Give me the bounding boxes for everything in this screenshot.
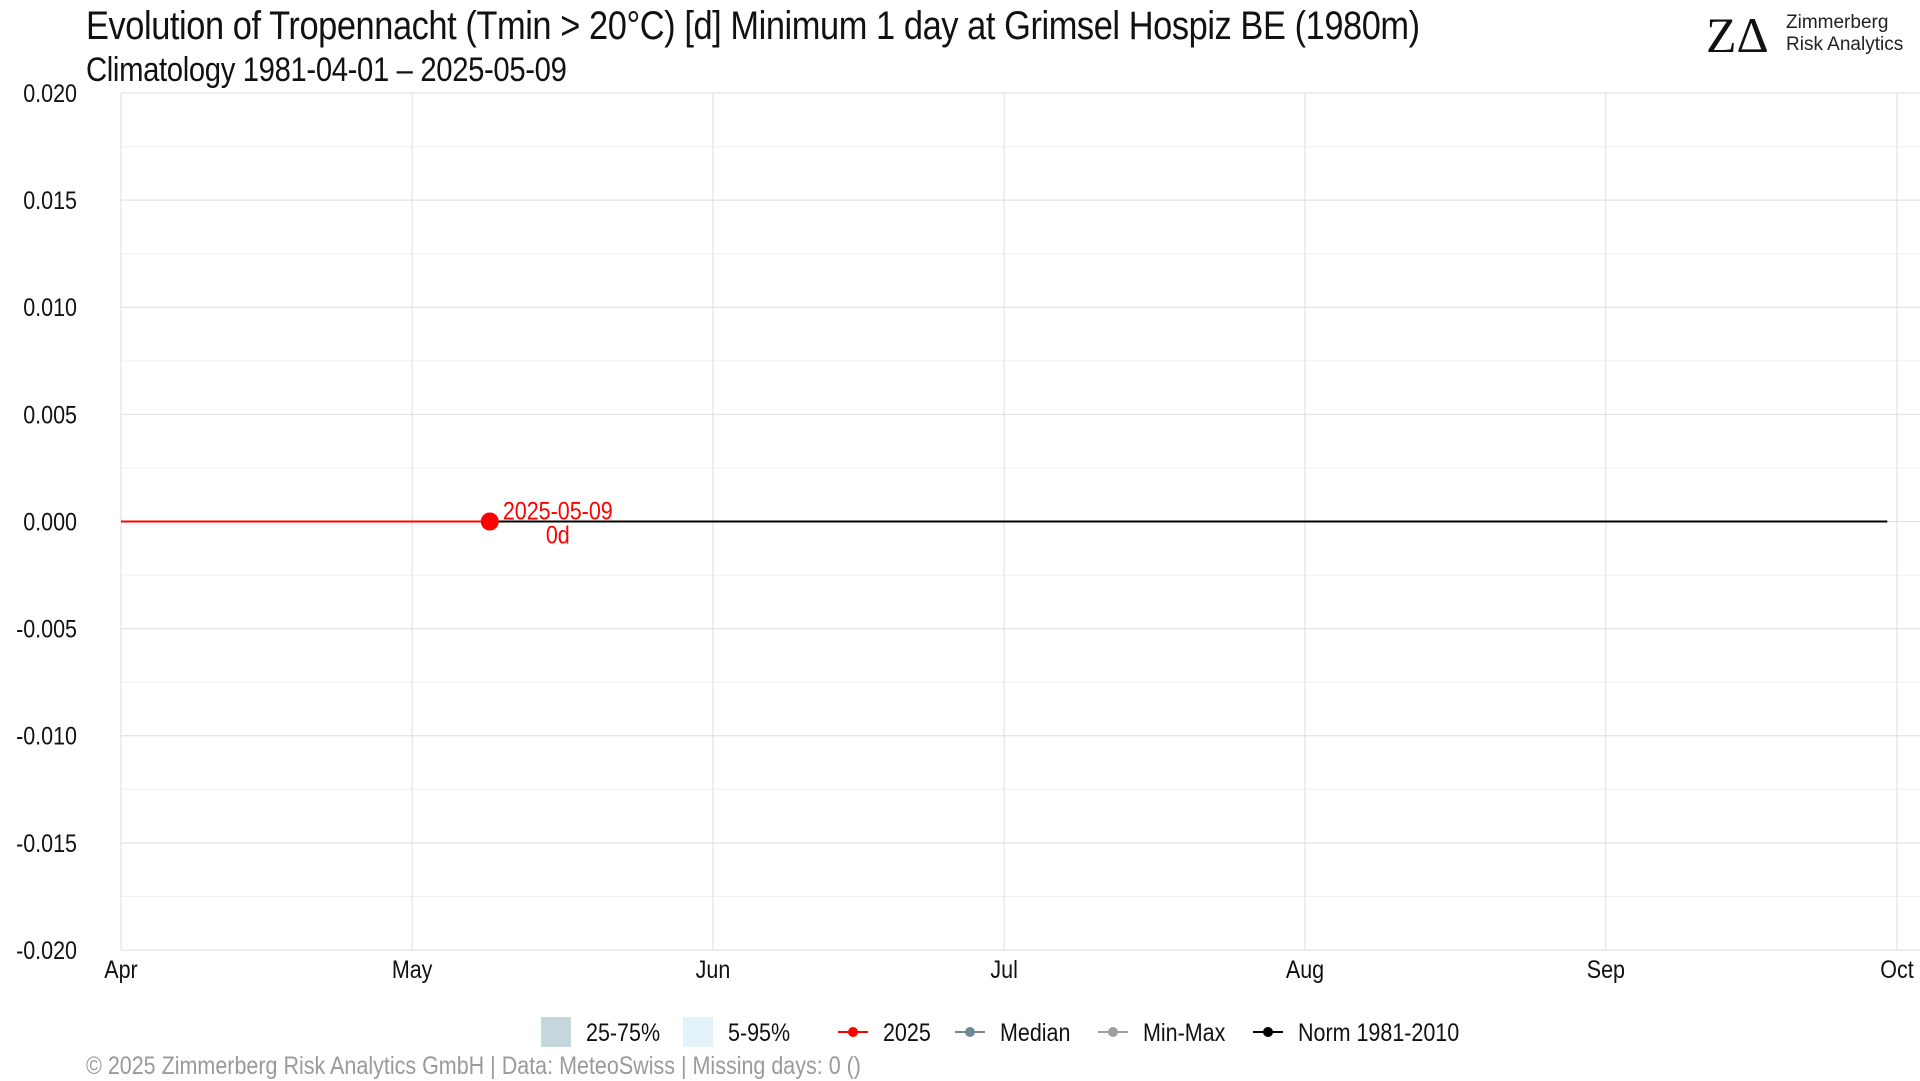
x-tick-label: Aug bbox=[1286, 955, 1324, 983]
legend-label: Norm 1981-2010 bbox=[1298, 1018, 1459, 1046]
legend-swatch-box bbox=[683, 1017, 713, 1047]
y-tick-label: 0.015 bbox=[23, 187, 77, 215]
footer-credit: © 2025 Zimmerberg Risk Analytics GmbH | … bbox=[86, 1052, 861, 1080]
y-tick-label: -0.020 bbox=[16, 936, 77, 964]
x-tick-label: Sep bbox=[1587, 955, 1625, 983]
company-logo: ZΔ Zimmerberg Risk Analytics bbox=[1706, 8, 1906, 64]
chart-subtitle: Climatology 1981-04-01 – 2025-05-09 bbox=[86, 51, 567, 89]
legend-swatch-point bbox=[1108, 1027, 1118, 1037]
y-axis: 0.020 0.015 0.010 0.005 0.000 -0.005 -0.010 -0.… bbox=[16, 79, 77, 964]
legend-label: 2025 bbox=[883, 1018, 931, 1046]
y-tick-label: 0.020 bbox=[23, 79, 77, 107]
logo-line2: Risk Analytics bbox=[1786, 34, 1904, 55]
y-tick-label: -0.010 bbox=[16, 722, 77, 750]
logo-mark-icon: ZΔ bbox=[1706, 8, 1769, 58]
annotation-date-label: 2025-05-09 bbox=[503, 497, 613, 525]
legend-swatch-point bbox=[1263, 1027, 1273, 1037]
current-day-point bbox=[480, 512, 499, 531]
legend-label: Median bbox=[1000, 1018, 1070, 1046]
x-axis: Apr May Jun Jul Aug Sep Oct bbox=[104, 955, 1914, 983]
legend-swatch-box bbox=[541, 1017, 571, 1047]
logo-line1: Zimmerberg bbox=[1786, 12, 1889, 33]
legend-label: Min-Max bbox=[1143, 1018, 1226, 1046]
x-tick-label: Jul bbox=[990, 955, 1017, 983]
logo-mark-text: ZΔ bbox=[1706, 8, 1769, 58]
annotation-value-label: 0d bbox=[546, 521, 570, 549]
legend-swatch-point bbox=[848, 1027, 858, 1037]
x-tick-label: Oct bbox=[1880, 955, 1914, 983]
legend-label: 25-75% bbox=[586, 1018, 660, 1046]
x-tick-label: May bbox=[392, 955, 433, 983]
x-tick-label: Apr bbox=[104, 955, 138, 983]
y-tick-label: 0.010 bbox=[23, 294, 77, 322]
legend: 25-75% 5-95% 2025 Median Min-Max Norm 1981-20… bbox=[541, 1017, 1459, 1047]
logo-text: Zimmerberg Risk Analytics bbox=[1786, 12, 1903, 56]
y-tick-label: -0.005 bbox=[16, 615, 77, 643]
grid-lines bbox=[120, 92, 1920, 951]
legend-swatch-point bbox=[965, 1027, 975, 1037]
chart-title: Evolution of Tropennacht (Tmin > 20°C) [… bbox=[86, 4, 1420, 48]
y-tick-label: 0.000 bbox=[23, 508, 77, 536]
x-tick-label: Jun bbox=[696, 955, 731, 983]
legend-label: 5-95% bbox=[728, 1018, 790, 1046]
y-tick-label: 0.005 bbox=[23, 401, 77, 429]
y-tick-label: -0.015 bbox=[16, 829, 77, 857]
